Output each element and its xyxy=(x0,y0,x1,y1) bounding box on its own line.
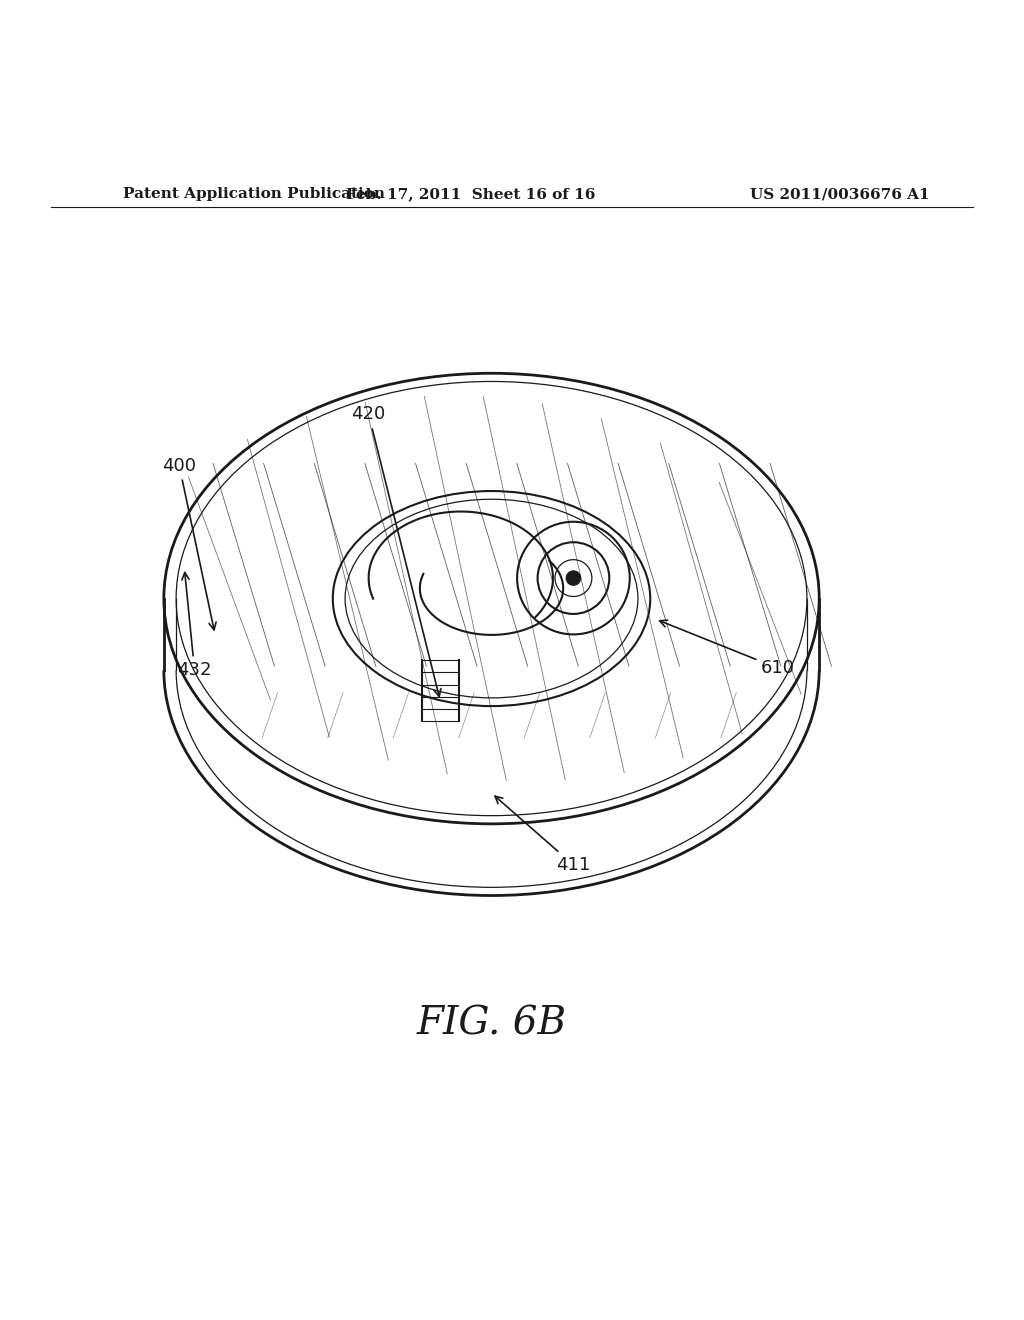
Circle shape xyxy=(566,572,581,585)
Text: 411: 411 xyxy=(495,796,591,874)
Text: 610: 610 xyxy=(659,620,796,677)
Text: Feb. 17, 2011  Sheet 16 of 16: Feb. 17, 2011 Sheet 16 of 16 xyxy=(346,187,596,201)
Text: 400: 400 xyxy=(162,457,216,630)
Text: FIG. 6B: FIG. 6B xyxy=(417,1005,566,1041)
Text: 420: 420 xyxy=(351,405,441,697)
Text: 432: 432 xyxy=(177,573,212,680)
Text: US 2011/0036676 A1: US 2011/0036676 A1 xyxy=(750,187,930,201)
Text: Patent Application Publication: Patent Application Publication xyxy=(123,187,385,201)
